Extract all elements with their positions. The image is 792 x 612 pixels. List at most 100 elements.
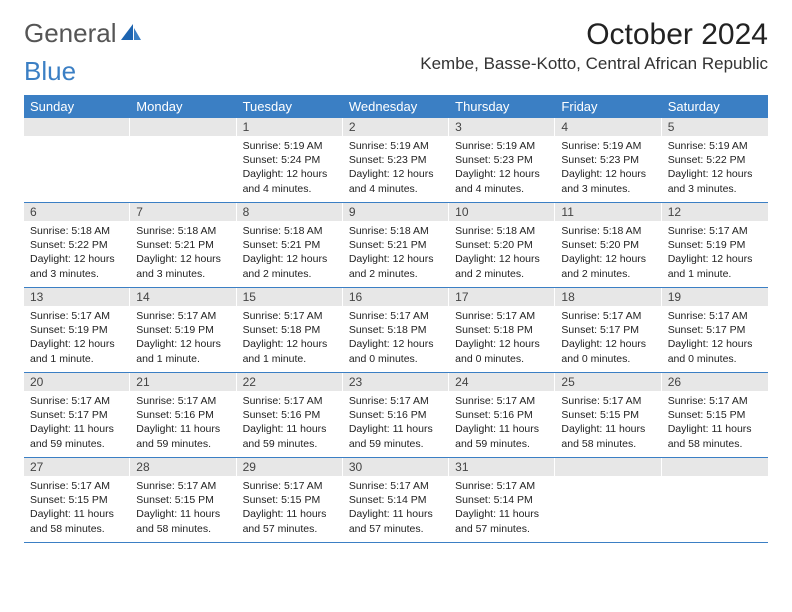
daylight-text: Daylight: 12 hours and 0 minutes.: [349, 337, 443, 365]
day-info: Sunrise: 5:17 AMSunset: 5:15 PMDaylight:…: [237, 476, 343, 540]
day-number: 5: [662, 118, 768, 136]
week-row: 27Sunrise: 5:17 AMSunset: 5:15 PMDayligh…: [24, 458, 768, 543]
daylight-text: Daylight: 11 hours and 57 minutes.: [455, 507, 549, 535]
sunset-text: Sunset: 5:19 PM: [30, 323, 124, 337]
day-cell: 24Sunrise: 5:17 AMSunset: 5:16 PMDayligh…: [449, 373, 555, 457]
daylight-text: Daylight: 11 hours and 57 minutes.: [349, 507, 443, 535]
day-number: 8: [237, 203, 343, 221]
sunset-text: Sunset: 5:17 PM: [561, 323, 655, 337]
day-info: Sunrise: 5:17 AMSunset: 5:14 PMDaylight:…: [343, 476, 449, 540]
day-number: 28: [130, 458, 236, 476]
day-number: 23: [343, 373, 449, 391]
sunset-text: Sunset: 5:16 PM: [136, 408, 230, 422]
sunset-text: Sunset: 5:14 PM: [455, 493, 549, 507]
sunrise-text: Sunrise: 5:19 AM: [455, 139, 549, 153]
day-cell: 23Sunrise: 5:17 AMSunset: 5:16 PMDayligh…: [343, 373, 449, 457]
day-cell: 21Sunrise: 5:17 AMSunset: 5:16 PMDayligh…: [130, 373, 236, 457]
day-info: Sunrise: 5:17 AMSunset: 5:19 PMDaylight:…: [130, 306, 236, 370]
title-block: October 2024 Kembe, Basse-Kotto, Central…: [420, 18, 768, 74]
daylight-text: Daylight: 12 hours and 1 minute.: [30, 337, 124, 365]
logo-text-general: General: [24, 18, 117, 49]
day-cell: 15Sunrise: 5:17 AMSunset: 5:18 PMDayligh…: [237, 288, 343, 372]
day-cell: 31Sunrise: 5:17 AMSunset: 5:14 PMDayligh…: [449, 458, 555, 542]
day-number: 26: [662, 373, 768, 391]
sunset-text: Sunset: 5:21 PM: [243, 238, 337, 252]
day-cell: 12Sunrise: 5:17 AMSunset: 5:19 PMDayligh…: [662, 203, 768, 287]
day-info: Sunrise: 5:17 AMSunset: 5:15 PMDaylight:…: [662, 391, 768, 455]
sunset-text: Sunset: 5:22 PM: [30, 238, 124, 252]
sunrise-text: Sunrise: 5:19 AM: [561, 139, 655, 153]
sunset-text: Sunset: 5:21 PM: [136, 238, 230, 252]
sunrise-text: Sunrise: 5:17 AM: [668, 394, 762, 408]
sunrise-text: Sunrise: 5:17 AM: [30, 394, 124, 408]
sunrise-text: Sunrise: 5:18 AM: [561, 224, 655, 238]
daylight-text: Daylight: 12 hours and 2 minutes.: [243, 252, 337, 280]
day-cell: 30Sunrise: 5:17 AMSunset: 5:14 PMDayligh…: [343, 458, 449, 542]
daylight-text: Daylight: 12 hours and 2 minutes.: [455, 252, 549, 280]
sunset-text: Sunset: 5:24 PM: [243, 153, 337, 167]
day-info: Sunrise: 5:17 AMSunset: 5:16 PMDaylight:…: [237, 391, 343, 455]
daylight-text: Daylight: 12 hours and 0 minutes.: [455, 337, 549, 365]
week-row: 6Sunrise: 5:18 AMSunset: 5:22 PMDaylight…: [24, 203, 768, 288]
location-text: Kembe, Basse-Kotto, Central African Repu…: [420, 54, 768, 74]
day-info: Sunrise: 5:17 AMSunset: 5:16 PMDaylight:…: [449, 391, 555, 455]
day-number: 24: [449, 373, 555, 391]
sunset-text: Sunset: 5:15 PM: [243, 493, 337, 507]
daylight-text: Daylight: 12 hours and 3 minutes.: [668, 167, 762, 195]
sunrise-text: Sunrise: 5:17 AM: [561, 394, 655, 408]
day-cell: 28Sunrise: 5:17 AMSunset: 5:15 PMDayligh…: [130, 458, 236, 542]
week-row: 1Sunrise: 5:19 AMSunset: 5:24 PMDaylight…: [24, 118, 768, 203]
day-number: 13: [24, 288, 130, 306]
day-info: Sunrise: 5:18 AMSunset: 5:21 PMDaylight:…: [130, 221, 236, 285]
sunrise-text: Sunrise: 5:18 AM: [136, 224, 230, 238]
day-info: Sunrise: 5:18 AMSunset: 5:20 PMDaylight:…: [449, 221, 555, 285]
month-title: October 2024: [420, 18, 768, 52]
day-info: Sunrise: 5:17 AMSunset: 5:17 PMDaylight:…: [555, 306, 661, 370]
day-info: Sunrise: 5:18 AMSunset: 5:20 PMDaylight:…: [555, 221, 661, 285]
sunset-text: Sunset: 5:20 PM: [455, 238, 549, 252]
weekday-tuesday: Tuesday: [237, 95, 343, 118]
day-number: 10: [449, 203, 555, 221]
sunset-text: Sunset: 5:23 PM: [455, 153, 549, 167]
day-cell: 6Sunrise: 5:18 AMSunset: 5:22 PMDaylight…: [24, 203, 130, 287]
day-cell: 29Sunrise: 5:17 AMSunset: 5:15 PMDayligh…: [237, 458, 343, 542]
daylight-text: Daylight: 12 hours and 3 minutes.: [30, 252, 124, 280]
sunrise-text: Sunrise: 5:17 AM: [349, 394, 443, 408]
day-cell: 20Sunrise: 5:17 AMSunset: 5:17 PMDayligh…: [24, 373, 130, 457]
daylight-text: Daylight: 12 hours and 4 minutes.: [455, 167, 549, 195]
weekday-saturday: Saturday: [662, 95, 768, 118]
day-cell: 18Sunrise: 5:17 AMSunset: 5:17 PMDayligh…: [555, 288, 661, 372]
day-info: Sunrise: 5:17 AMSunset: 5:19 PMDaylight:…: [662, 221, 768, 285]
daylight-text: Daylight: 11 hours and 59 minutes.: [136, 422, 230, 450]
sunset-text: Sunset: 5:23 PM: [349, 153, 443, 167]
day-info: Sunrise: 5:17 AMSunset: 5:15 PMDaylight:…: [555, 391, 661, 455]
day-info: Sunrise: 5:17 AMSunset: 5:17 PMDaylight:…: [662, 306, 768, 370]
sunrise-text: Sunrise: 5:17 AM: [561, 309, 655, 323]
sunrise-text: Sunrise: 5:17 AM: [349, 479, 443, 493]
weekday-monday: Monday: [130, 95, 236, 118]
sunrise-text: Sunrise: 5:17 AM: [243, 309, 337, 323]
daylight-text: Daylight: 12 hours and 2 minutes.: [349, 252, 443, 280]
sunrise-text: Sunrise: 5:17 AM: [136, 309, 230, 323]
sunset-text: Sunset: 5:15 PM: [30, 493, 124, 507]
day-cell: 27Sunrise: 5:17 AMSunset: 5:15 PMDayligh…: [24, 458, 130, 542]
sunset-text: Sunset: 5:18 PM: [455, 323, 549, 337]
day-cell-empty: [24, 118, 130, 202]
logo-sail-icon: [119, 18, 143, 49]
sunrise-text: Sunrise: 5:17 AM: [668, 224, 762, 238]
day-info: Sunrise: 5:19 AMSunset: 5:24 PMDaylight:…: [237, 136, 343, 200]
sunset-text: Sunset: 5:16 PM: [349, 408, 443, 422]
sunset-text: Sunset: 5:17 PM: [30, 408, 124, 422]
day-cell: 11Sunrise: 5:18 AMSunset: 5:20 PMDayligh…: [555, 203, 661, 287]
day-number: 12: [662, 203, 768, 221]
day-number: 20: [24, 373, 130, 391]
day-cell: 26Sunrise: 5:17 AMSunset: 5:15 PMDayligh…: [662, 373, 768, 457]
sunset-text: Sunset: 5:18 PM: [349, 323, 443, 337]
day-info: Sunrise: 5:17 AMSunset: 5:17 PMDaylight:…: [24, 391, 130, 455]
weekday-friday: Friday: [555, 95, 661, 118]
day-info: Sunrise: 5:18 AMSunset: 5:21 PMDaylight:…: [237, 221, 343, 285]
logo-text-blue: Blue: [24, 56, 76, 87]
daylight-text: Daylight: 11 hours and 57 minutes.: [243, 507, 337, 535]
day-info: Sunrise: 5:17 AMSunset: 5:18 PMDaylight:…: [449, 306, 555, 370]
daylight-text: Daylight: 11 hours and 58 minutes.: [561, 422, 655, 450]
